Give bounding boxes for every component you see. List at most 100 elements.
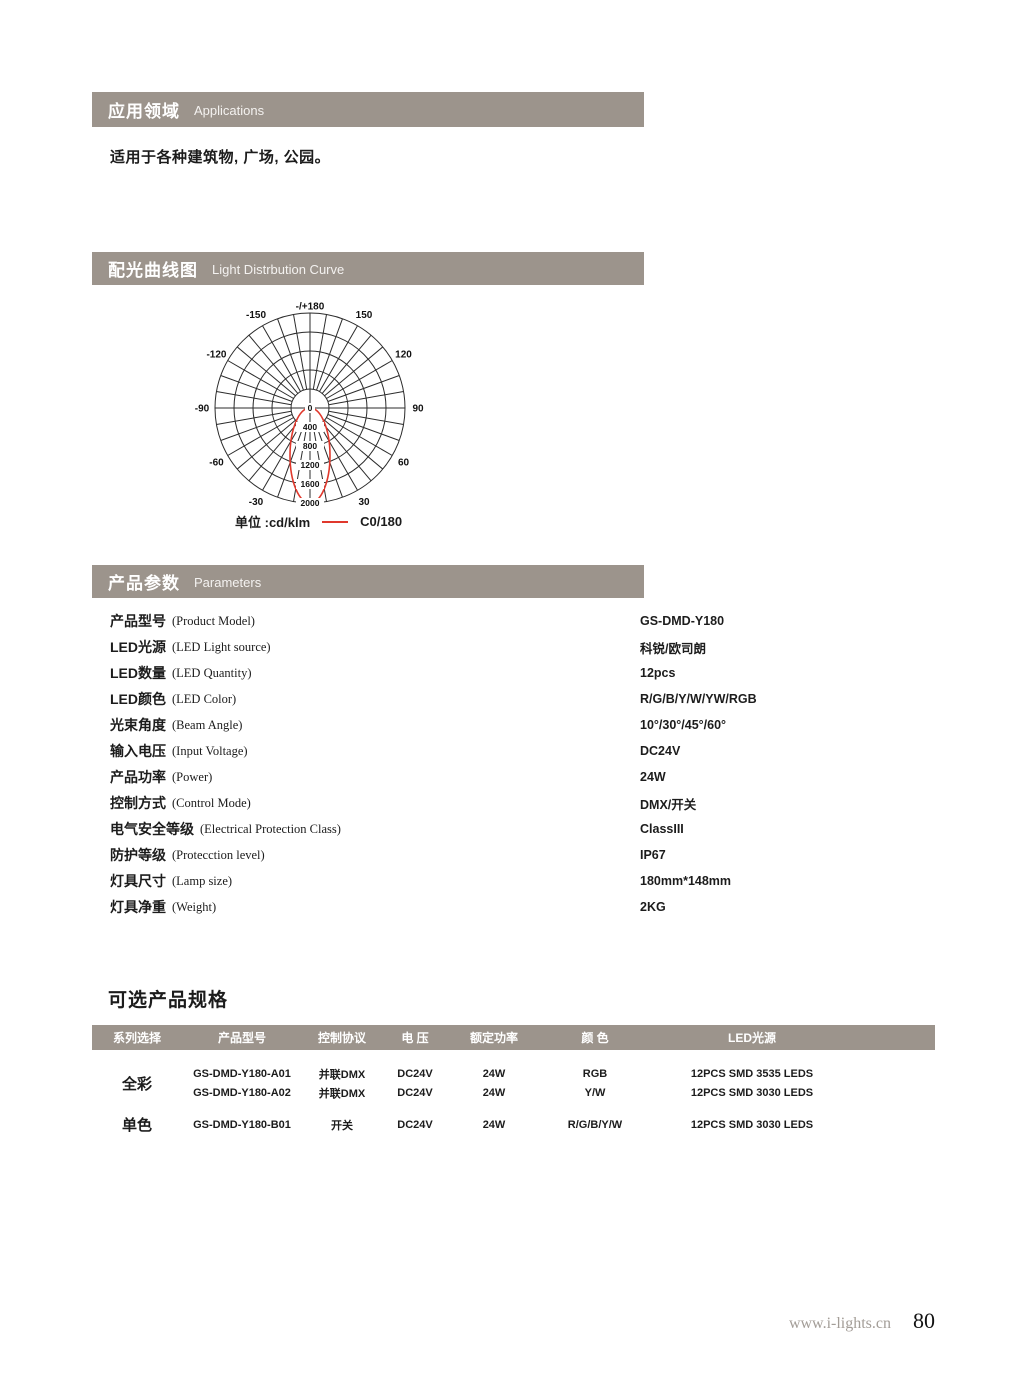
parameter-label-cn: 光束角度 xyxy=(110,717,166,733)
table-cell: Y/W xyxy=(584,1086,606,1099)
table-cell: 12PCS SMD 3030 LEDS xyxy=(690,1118,814,1131)
legend-series-label: C0/180 xyxy=(360,514,403,529)
parameter-label-en: (Protecction level) xyxy=(172,847,265,862)
parameter-value: IP67 xyxy=(640,848,666,862)
table-header-cell: 颜 色 xyxy=(581,1031,609,1045)
parameter-label-cn: 产品功率 xyxy=(110,769,166,785)
parameter-label-cn: LED数量 xyxy=(110,665,166,681)
parameter-row: LED光源 (LED Light source) 科锐/欧司朗 xyxy=(110,634,970,660)
table-cell: RGB xyxy=(582,1067,608,1080)
svg-text:60: 60 xyxy=(398,458,410,469)
applications-title-cn: 应用领域 xyxy=(108,102,180,121)
parameter-label-cn: 电气安全等级 xyxy=(110,821,194,837)
svg-text:1600: 1600 xyxy=(301,479,320,489)
parameter-value: ClassIII xyxy=(640,822,684,836)
parameter-label-en: (Power) xyxy=(172,769,213,784)
legend-line-swatch xyxy=(322,520,349,523)
svg-text:-/+180: -/+180 xyxy=(296,302,325,313)
parameter-label-cn: LED颜色 xyxy=(110,691,166,707)
parameter-label-cn: 产品型号 xyxy=(110,613,166,629)
table-cell: 开关 xyxy=(331,1119,353,1132)
table-cell-filler xyxy=(854,1115,935,1134)
parameter-row: 光束角度 (Beam Angle) 10°/30°/45°/60° xyxy=(110,712,970,738)
table-cell: DC24V xyxy=(397,1086,433,1099)
parameter-row: 产品功率 (Power) 24W xyxy=(110,764,970,790)
parameter-label-en: (LED Color) xyxy=(172,691,237,706)
parameter-row: 产品型号 (Product Model) GS-DMD-Y180 xyxy=(110,608,970,634)
parameter-value: 24W xyxy=(640,770,666,784)
parameters-list: 产品型号 (Product Model) GS-DMD-Y180 LED光源 (LED … xyxy=(110,608,970,920)
table-header-cell: LED光源 xyxy=(727,1031,776,1045)
applications-title-en: Applications xyxy=(194,103,265,118)
parameter-label-en: (Weight) xyxy=(172,899,217,914)
parameter-row: LED颜色 (LED Color) R/G/B/Y/W/YW/RGB xyxy=(110,686,970,712)
table-cell: 12PCS SMD 3030 LEDS xyxy=(690,1086,814,1099)
svg-text:30: 30 xyxy=(358,497,370,508)
parameter-label-en: (Control Mode) xyxy=(172,795,251,810)
parameter-value: 10°/30°/45°/60° xyxy=(640,718,727,732)
parameter-label-en: (Input Voltage) xyxy=(172,743,248,758)
svg-text:90: 90 xyxy=(412,404,424,415)
svg-text:2000: 2000 xyxy=(301,498,320,508)
svg-text:-30: -30 xyxy=(249,497,264,508)
svg-text:-150: -150 xyxy=(246,310,266,321)
footer: www.i-lights.cn 80 xyxy=(789,1308,935,1334)
option-group: 单色 GS-DMD-Y180-B01 开关 DC24V 24W R/G/B/Y/W 12PC… xyxy=(92,1115,935,1134)
parameter-label-en: (Lamp size) xyxy=(172,873,233,888)
parameter-label-en: (Electrical Protection Class) xyxy=(200,821,341,836)
series-label: 全彩 xyxy=(121,1075,152,1093)
table-cell-filler xyxy=(854,1083,935,1102)
legend-unit-label: 单位 :cd/klm xyxy=(235,515,311,530)
table-header-cell: 额定功率 xyxy=(469,1031,518,1045)
parameters-title-en: Parameters xyxy=(194,575,262,590)
table-cell: 并联DMX xyxy=(318,1087,366,1100)
parameter-label-cn: 输入电压 xyxy=(110,743,166,759)
section-header-applications: 应用领域 Applications xyxy=(92,92,644,127)
parameter-value: DMX/开关 xyxy=(640,797,697,812)
options-heading: 可选产品规格 xyxy=(108,990,229,1011)
table-cell: 并联DMX xyxy=(318,1068,366,1081)
table-header-cell: 电 压 xyxy=(401,1031,429,1045)
parameter-value: 2KG xyxy=(640,900,666,914)
svg-text:120: 120 xyxy=(395,350,412,361)
table-header-cell: 控制协议 xyxy=(317,1031,366,1045)
parameter-row: 防护等级 (Protecction level) IP67 xyxy=(110,842,970,868)
table-cell: 24W xyxy=(482,1067,506,1080)
parameter-label-cn: 防护等级 xyxy=(110,847,166,863)
parameter-row: 灯具净重 (Weight) 2KG xyxy=(110,894,970,920)
svg-text:0: 0 xyxy=(308,403,313,413)
light-curve-title-en: Light Distrbution Curve xyxy=(212,262,345,277)
section-header-light-curve: 配光曲线图 Light Distrbution Curve xyxy=(92,252,644,285)
parameter-label-cn: 控制方式 xyxy=(110,795,166,811)
polar-chart-svg: -/+180 150 120 90 60 30 -30 -60 -90 -120 -150 0 400 8… xyxy=(195,302,424,509)
parameter-label-en: (LED Quantity) xyxy=(172,665,252,680)
footer-url: www.i-lights.cn xyxy=(788,1315,891,1332)
table-cell: GS-DMD-Y180-A02 xyxy=(193,1086,291,1099)
parameter-label-cn: LED光源 xyxy=(110,639,166,655)
svg-text:1200: 1200 xyxy=(301,460,320,470)
svg-text:800: 800 xyxy=(303,441,317,451)
table-header-cell: 产品型号 xyxy=(217,1031,266,1045)
parameter-row: 灯具尺寸 (Lamp size) 180mm*148mm xyxy=(110,868,970,894)
parameters-title-cn: 产品参数 xyxy=(108,574,180,593)
table-header-cell: 系列选择 xyxy=(112,1031,161,1045)
table-cell: R/G/B/Y/W xyxy=(567,1118,623,1131)
table-cell: DC24V xyxy=(397,1118,433,1131)
chart-legend: 单位 :cd/klm C0/180 xyxy=(235,512,402,531)
parameter-label-cn: 灯具净重 xyxy=(110,899,166,915)
svg-text:150: 150 xyxy=(356,310,373,321)
svg-text:400: 400 xyxy=(303,422,317,432)
parameter-label-en: (Product Model) xyxy=(172,613,255,628)
table-cell-filler xyxy=(854,1064,935,1083)
parameter-label-en: (LED Light source) xyxy=(172,639,271,654)
svg-text:-60: -60 xyxy=(209,458,224,469)
table-cell: 24W xyxy=(482,1118,506,1131)
series-label: 单色 xyxy=(121,1117,152,1134)
parameter-row: 电气安全等级 (Electrical Protection Class) Class… xyxy=(110,816,970,842)
page-number: 80 xyxy=(913,1308,935,1333)
parameter-row: 控制方式 (Control Mode) DMX/开关 xyxy=(110,790,970,816)
table-cell: GS-DMD-Y180-A01 xyxy=(193,1067,291,1080)
parameter-value: GS-DMD-Y180 xyxy=(640,614,725,628)
parameter-value: 12pcs xyxy=(640,666,676,680)
